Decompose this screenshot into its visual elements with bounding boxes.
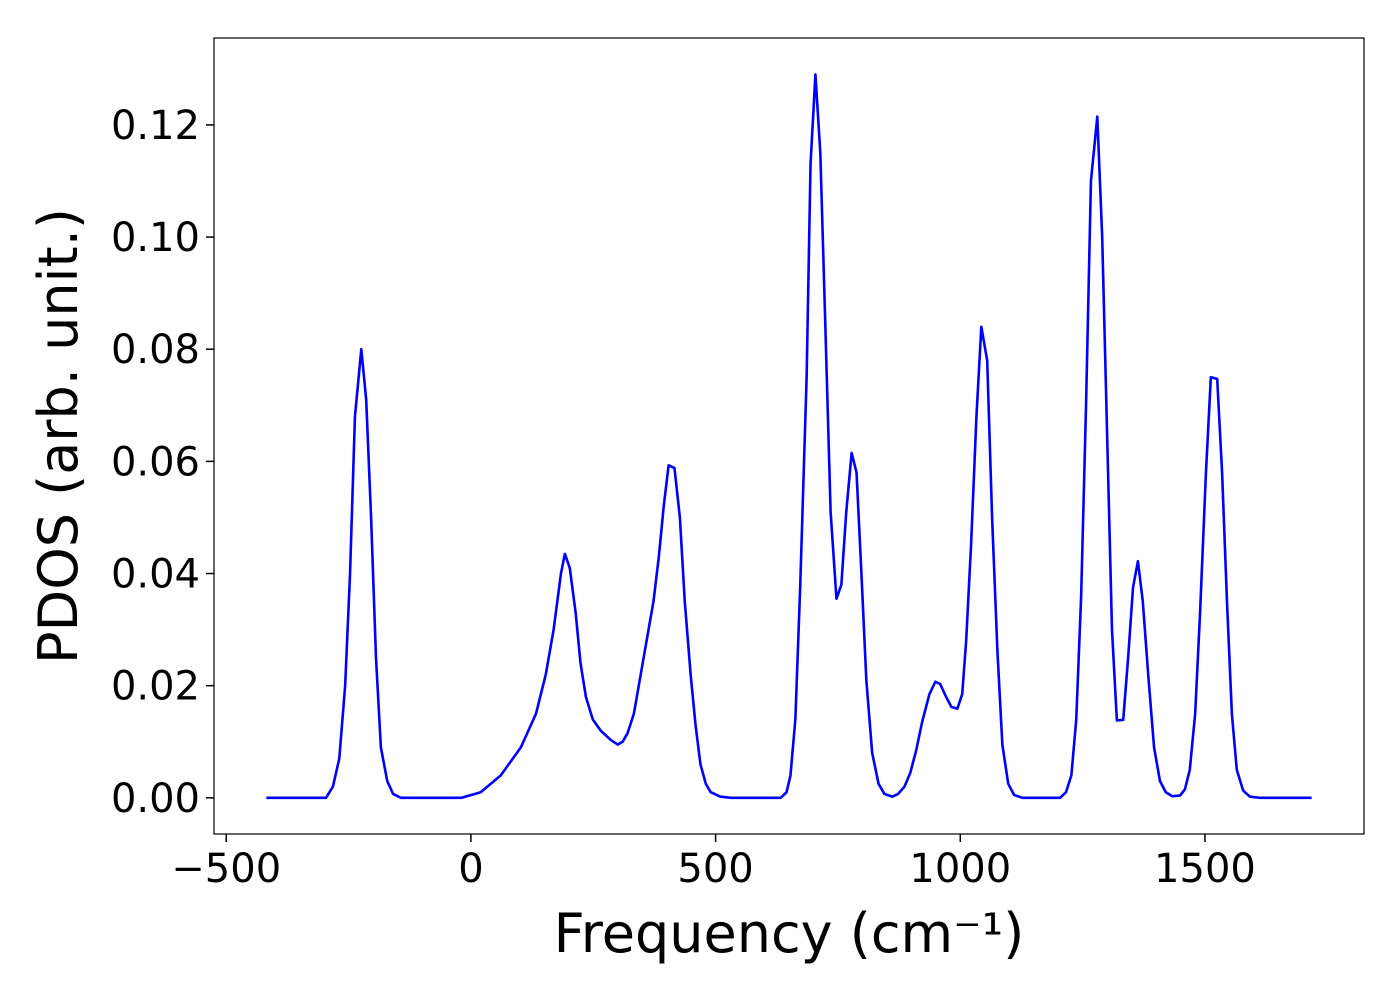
y-tick-label: 0.02 [111, 664, 200, 710]
plot-frame [213, 37, 1365, 835]
y-tick-label: 0.12 [111, 103, 200, 149]
y-tick-label: 0.04 [111, 552, 200, 598]
data-line [266, 73, 1312, 800]
y-tick-label: 0.10 [111, 215, 200, 261]
y-tick-label: 0.00 [111, 776, 200, 822]
y-tick-label: 0.08 [111, 327, 200, 373]
x-tick-label: −500 [171, 846, 281, 892]
y-tick-label: 0.06 [111, 439, 200, 485]
x-axis-label: Frequency (cm⁻¹) [554, 902, 1025, 965]
x-tick-label: 1000 [909, 846, 1011, 892]
x-tick-label: 500 [677, 846, 753, 892]
y-axis-label: PDOS (arb. unit.) [27, 208, 90, 664]
x-tick-label: 1500 [1154, 846, 1256, 892]
x-tick-label: 0 [458, 846, 483, 892]
